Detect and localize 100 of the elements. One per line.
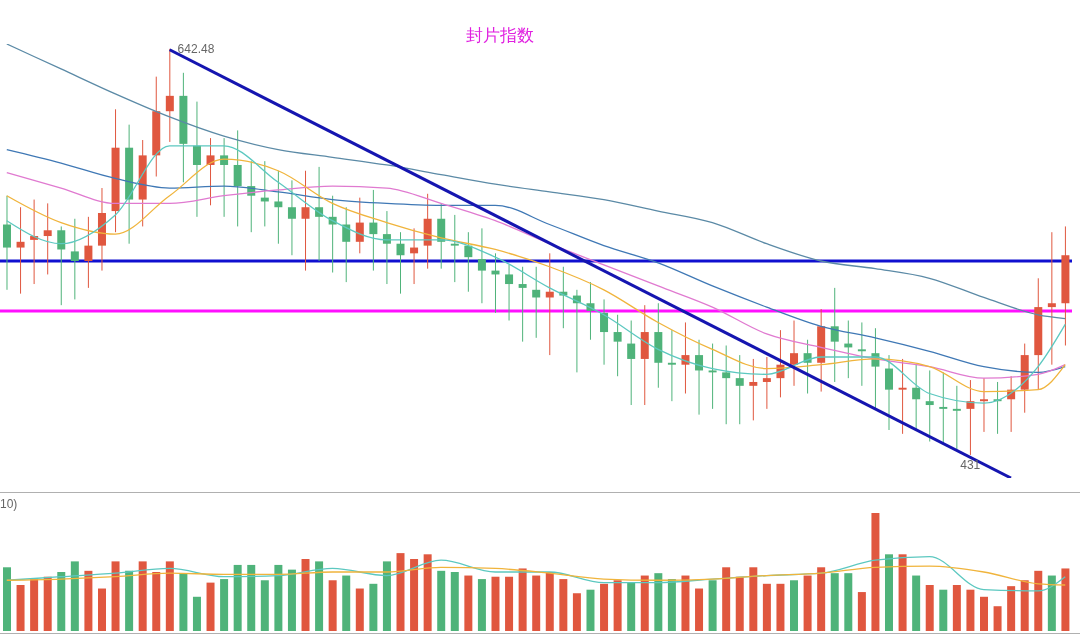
bar — [16, 584, 25, 631]
bar — [70, 561, 79, 631]
candlestick — [952, 385, 961, 450]
candlestick — [16, 206, 25, 295]
bar — [464, 575, 473, 631]
bar — [274, 564, 283, 631]
bar — [790, 580, 799, 631]
candlestick — [681, 321, 690, 394]
candlestick — [450, 214, 459, 283]
bar — [206, 582, 215, 631]
bar — [749, 567, 758, 631]
candlestick — [464, 231, 473, 293]
candlestick — [925, 369, 934, 443]
candlestick — [722, 345, 731, 425]
candlestick — [885, 354, 894, 431]
candlestick — [912, 364, 921, 431]
bar — [301, 559, 310, 631]
candlestick — [857, 321, 866, 387]
bar — [382, 561, 391, 631]
bar — [505, 576, 514, 631]
candlestick — [369, 189, 378, 272]
bar — [477, 579, 486, 631]
chart-title: 封片指数 — [466, 26, 534, 45]
bar — [912, 575, 921, 631]
candlestick — [898, 358, 907, 435]
candlestick — [749, 358, 758, 421]
bar — [342, 575, 351, 631]
candlestick — [939, 371, 948, 444]
bar — [572, 593, 581, 631]
bar — [43, 576, 52, 631]
candlestick — [2, 195, 11, 291]
candlestick — [355, 197, 364, 254]
bar — [613, 580, 622, 631]
bar — [586, 589, 595, 631]
bar — [762, 583, 771, 631]
bar — [328, 580, 337, 631]
bar — [966, 589, 975, 631]
bar — [803, 575, 812, 631]
bar — [939, 589, 948, 631]
bar — [640, 575, 649, 631]
bar — [952, 584, 961, 631]
candlestick — [301, 170, 310, 272]
candlestick — [708, 343, 717, 410]
bar — [1047, 575, 1056, 631]
bar — [667, 579, 676, 631]
candlestick — [613, 314, 622, 377]
bar — [776, 583, 785, 631]
bar — [545, 572, 554, 631]
candlestick — [396, 231, 405, 295]
bar — [165, 561, 174, 631]
bar — [735, 576, 744, 631]
candlestick — [667, 329, 676, 402]
candlestick — [287, 179, 296, 256]
bar — [871, 513, 880, 631]
bar — [1020, 580, 1029, 631]
bar — [152, 572, 161, 631]
candlestick — [165, 48, 174, 143]
candlestick — [518, 266, 527, 343]
candlestick — [627, 320, 636, 406]
bar — [518, 568, 527, 631]
bar — [125, 570, 134, 631]
bar — [627, 582, 636, 631]
bar — [192, 596, 201, 631]
bar — [1034, 570, 1043, 631]
candlestick — [1047, 231, 1056, 366]
bar — [695, 588, 704, 631]
bar — [1007, 586, 1016, 631]
bar — [654, 573, 663, 631]
annotation: 642.48 — [177, 42, 215, 57]
bar — [57, 572, 66, 631]
bar — [138, 561, 147, 631]
bar — [84, 570, 93, 631]
bar — [437, 570, 446, 631]
candlestick — [803, 339, 812, 394]
candlestick — [43, 202, 52, 275]
bar — [2, 567, 11, 631]
bar — [885, 554, 894, 631]
bar — [423, 554, 432, 631]
bar — [287, 569, 296, 631]
bar — [708, 580, 717, 631]
candlestick — [505, 264, 514, 322]
bar — [247, 564, 256, 631]
bar — [220, 579, 229, 631]
bar — [993, 606, 1002, 631]
bar — [1061, 568, 1070, 631]
bar — [491, 576, 500, 631]
bar — [817, 567, 826, 631]
bar — [980, 596, 988, 631]
candlestick — [233, 129, 242, 227]
bar — [355, 588, 364, 631]
bar — [450, 572, 459, 631]
text: 431 — [960, 458, 981, 473]
candlestick — [532, 266, 541, 339]
bar — [233, 564, 242, 631]
bar — [722, 567, 731, 631]
bar — [315, 561, 324, 631]
bar — [857, 592, 866, 631]
bar — [30, 579, 39, 631]
candlestick — [220, 137, 229, 218]
candlestick — [342, 206, 351, 283]
